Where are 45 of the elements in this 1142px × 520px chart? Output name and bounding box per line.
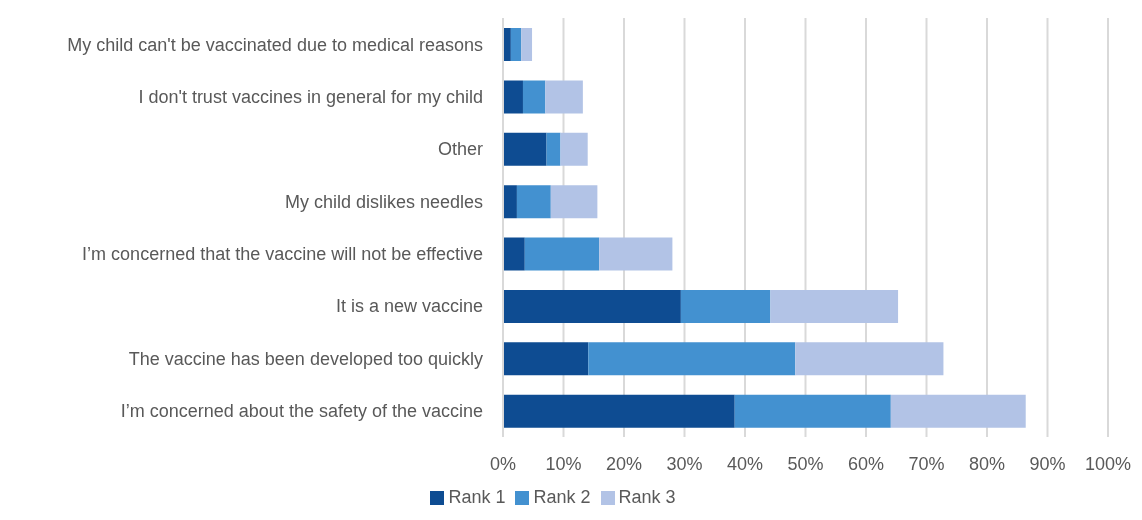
bar	[510, 28, 522, 61]
bar	[560, 132, 588, 166]
bar	[503, 237, 525, 271]
bar	[503, 289, 681, 323]
y-tick-label: My child can't be vaccinated due to medical reasons	[67, 34, 483, 55]
x-tick-label: 10%	[545, 453, 582, 474]
bar	[546, 132, 561, 166]
x-tick-label: 60%	[847, 453, 885, 474]
x-tick-label: 50%	[787, 453, 824, 474]
bar	[550, 185, 598, 219]
x-tick-label: 100%	[1084, 453, 1132, 474]
y-tick-label: I’m concerned that the vaccine will not be effective	[82, 244, 483, 265]
bar	[795, 342, 944, 376]
x-tick-label: 40%	[726, 453, 764, 474]
bar	[503, 80, 523, 114]
bar	[545, 80, 583, 114]
y-tick-label: It is a new vaccine	[335, 296, 483, 317]
bar	[524, 237, 600, 271]
bar	[503, 132, 547, 166]
bar	[680, 289, 771, 323]
bar	[516, 185, 551, 219]
bar	[521, 28, 533, 61]
x-tick-label: 70%	[908, 453, 945, 474]
bar	[503, 394, 735, 428]
y-tick-label: My child dislikes needles	[284, 191, 483, 212]
x-tick-label: 30%	[666, 453, 703, 474]
bar	[770, 289, 899, 323]
y-tick-label: I’m concerned about the safety of the vaccine	[120, 401, 483, 422]
bar	[734, 394, 891, 428]
y-tick-label: I don't trust vaccines in general for my child	[138, 86, 483, 107]
bar	[588, 342, 796, 376]
bar	[890, 394, 1026, 428]
bar	[503, 185, 517, 219]
x-tick-label: 20%	[605, 453, 643, 474]
y-tick-label: The vaccine has been developed too quickly	[128, 348, 483, 369]
x-tick-label: 90%	[1029, 453, 1066, 474]
bar	[599, 237, 673, 271]
x-tick-label: 0%	[489, 453, 517, 474]
y-tick-label: Other	[437, 139, 483, 160]
bar	[503, 342, 589, 376]
legend-label: Rank 3	[618, 487, 676, 507]
legend-label: Rank 2	[533, 487, 591, 507]
bar	[522, 80, 546, 114]
legend-label: Rank 1	[448, 487, 506, 507]
x-tick-label: 80%	[968, 453, 1006, 474]
